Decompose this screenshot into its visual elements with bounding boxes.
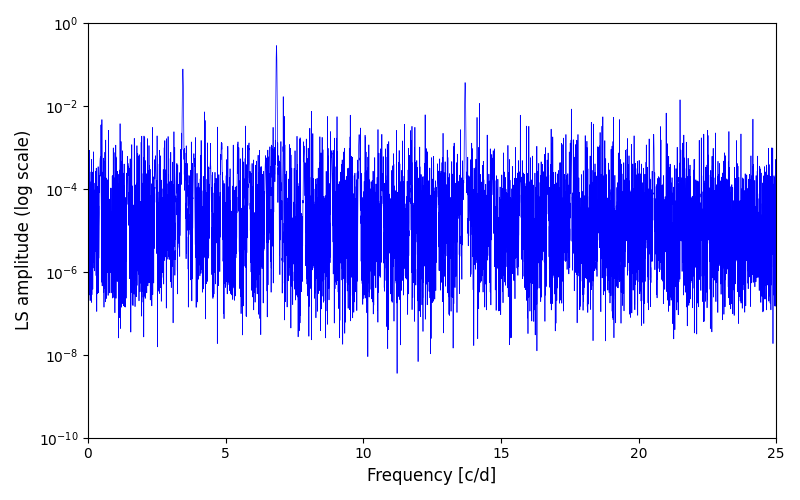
Y-axis label: LS amplitude (log scale): LS amplitude (log scale) — [15, 130, 33, 330]
X-axis label: Frequency [c/d]: Frequency [c/d] — [367, 467, 497, 485]
